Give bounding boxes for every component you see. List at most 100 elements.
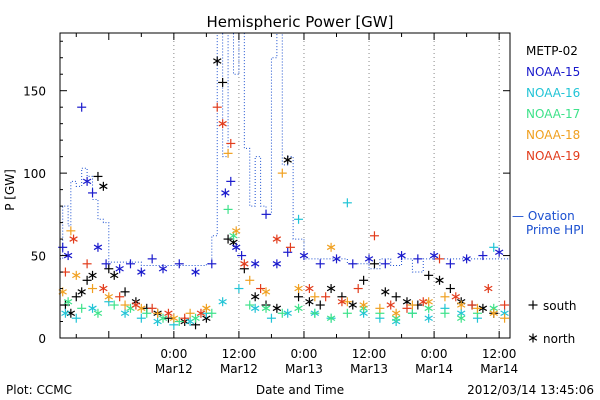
marker-stroke (218, 120, 227, 127)
north-point-metp-02 (66, 308, 76, 318)
legend-item-noaa-18: NOAA-18 (526, 128, 580, 142)
marker-stroke (478, 305, 488, 312)
south-point-noaa-15 (315, 259, 325, 269)
marker-stroke (202, 315, 211, 321)
y-tick-label: 100 (23, 167, 46, 181)
x-tick-label-date: Mar12 (220, 362, 258, 376)
north-point-noaa-15 (250, 259, 260, 269)
north-point-noaa-16 (250, 303, 260, 313)
south-point-noaa-15 (125, 259, 135, 269)
south-point-noaa-19 (115, 292, 125, 302)
south-point-noaa-16 (342, 198, 352, 208)
south-point-noaa-16 (71, 313, 81, 323)
marker-stroke (424, 315, 433, 321)
south-point-noaa-17 (407, 308, 417, 318)
marker-stroke (131, 302, 141, 308)
marker-stroke (489, 305, 498, 312)
data-points (58, 56, 510, 330)
south-point-noaa-18 (440, 292, 450, 302)
marker-stroke (196, 310, 206, 317)
south-point-metp-02 (445, 284, 455, 294)
marker-stroke (381, 289, 390, 295)
marker-stroke (429, 252, 439, 259)
marker-stroke (77, 289, 86, 295)
marker-stroke (500, 310, 509, 317)
north-point-noaa-17 (93, 308, 103, 318)
north-point-noaa-15 (63, 251, 73, 261)
marker-stroke (250, 294, 260, 300)
south-point-noaa-17 (77, 303, 87, 313)
south-point-noaa-17 (245, 300, 255, 310)
south-point-noaa-19 (369, 231, 379, 241)
south-point-noaa-18 (277, 168, 287, 178)
marker-stroke (137, 269, 146, 275)
north-point-metp-02 (213, 56, 222, 66)
south-point-noaa-15 (101, 259, 111, 269)
marker-stroke (185, 318, 195, 325)
north-point-noaa-18 (104, 292, 113, 302)
north-point-noaa-15 (82, 176, 92, 186)
north-point-noaa-16 (283, 308, 292, 318)
x-tick-label-date: Mar13 (350, 362, 388, 376)
marker-stroke (391, 315, 401, 321)
marker-stroke (229, 233, 238, 239)
south-point-metp-02 (218, 77, 228, 87)
marker-stroke (63, 252, 73, 259)
south-point-noaa-19 (467, 300, 477, 310)
marker-stroke (489, 310, 498, 317)
legend-item-noaa-15: NOAA-15 (526, 65, 580, 79)
marker-stroke (99, 183, 108, 190)
north-point-noaa-18 (489, 308, 498, 318)
north-point-noaa-18 (457, 300, 466, 310)
marker-stroke (82, 178, 92, 185)
north-point-noaa-16 (120, 308, 130, 318)
grid-lines (173, 33, 500, 338)
north-point-noaa-16 (153, 317, 162, 327)
south-point-noaa-17 (223, 204, 233, 214)
marker-stroke (164, 310, 173, 317)
south-point-metp-02 (82, 275, 92, 285)
north-point-noaa-16 (88, 303, 97, 313)
south-point-noaa-18 (88, 284, 98, 294)
ovation-hpi-path (60, 32, 510, 273)
south-point-metp-02 (294, 292, 304, 302)
north-point-noaa-17 (294, 303, 303, 313)
marker-stroke (348, 302, 357, 308)
south-point-noaa-15 (77, 102, 87, 112)
south-point-noaa-19 (226, 138, 236, 148)
north-point-noaa-19 (99, 284, 108, 294)
south-point-metp-02 (93, 171, 103, 181)
north-point-noaa-17 (191, 313, 200, 323)
marker-stroke (88, 272, 97, 279)
south-point-noaa-19 (500, 300, 510, 310)
marker-stroke (528, 335, 538, 341)
marker-stroke (126, 305, 135, 312)
marker-stroke (272, 236, 282, 242)
marker-stroke (104, 294, 113, 300)
north-point-noaa-19 (484, 284, 493, 294)
south-point-noaa-17 (342, 308, 352, 318)
marker-stroke (484, 285, 493, 292)
south-point-noaa-15 (413, 254, 423, 264)
x-tick-label-time: 12:00 (482, 347, 517, 361)
south-point-noaa-15 (226, 176, 236, 186)
north-point-noaa-19 (337, 297, 347, 307)
north-point-noaa-16 (218, 297, 227, 307)
north-point-noaa-15 (494, 247, 504, 257)
plot-credit: Plot: CCMC (6, 383, 72, 397)
north-point-noaa-15 (272, 259, 282, 269)
marker-stroke (88, 305, 97, 312)
marker-stroke (494, 249, 504, 256)
south-point-metp-02 (391, 292, 401, 302)
chart-title: Hemispheric Power [GW] (207, 13, 394, 31)
north-point-noaa-15 (299, 251, 309, 261)
north-point-metp-02 (77, 287, 86, 297)
marker-stroke (240, 261, 249, 267)
north-point-noaa-15 (429, 251, 439, 261)
south-point-metp-02 (223, 234, 233, 244)
marker-stroke (250, 261, 260, 267)
north-point-noaa-18 (294, 284, 303, 294)
south-point-noaa-15 (261, 209, 271, 219)
north-point-noaa-18 (391, 308, 401, 318)
south-point-noaa-18 (310, 292, 320, 302)
